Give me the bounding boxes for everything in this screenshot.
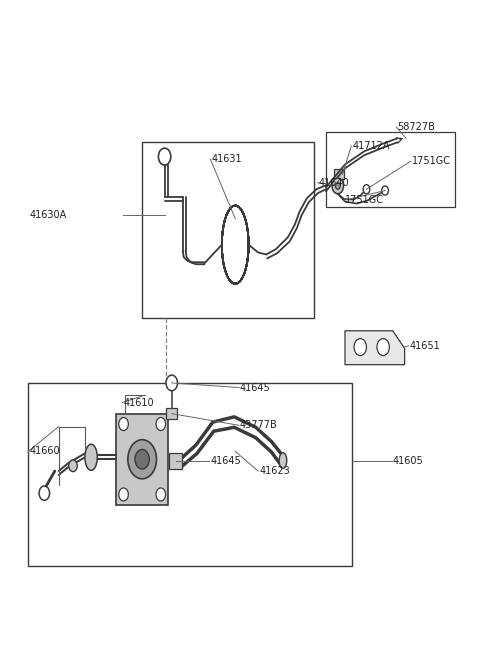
Ellipse shape [85,444,97,470]
Bar [334,169,344,179]
Circle shape [377,339,389,356]
Bar [28,383,352,565]
Bar [169,453,182,469]
Circle shape [39,486,49,500]
Text: 1751GC: 1751GC [345,195,384,205]
Circle shape [382,186,388,195]
Text: 41645: 41645 [210,456,241,466]
Text: 1751GC: 1751GC [412,156,451,166]
Ellipse shape [279,453,287,468]
Text: 41645: 41645 [240,383,271,392]
Text: 58727B: 58727B [397,122,435,132]
Text: 41605: 41605 [393,456,423,466]
Text: 41610: 41610 [123,398,154,407]
Circle shape [135,449,149,469]
Bar [142,141,314,318]
Circle shape [166,375,178,391]
Circle shape [156,488,166,501]
Text: 41630A: 41630A [29,210,66,220]
Text: 41640: 41640 [319,178,349,188]
Text: 41651: 41651 [409,341,440,351]
Text: 41623: 41623 [259,466,290,476]
Circle shape [156,417,166,430]
Circle shape [128,440,156,479]
Circle shape [363,185,370,194]
Bar [326,132,455,207]
Circle shape [332,178,344,194]
Text: 41660: 41660 [29,447,60,457]
Circle shape [119,488,128,501]
Circle shape [69,460,77,472]
Circle shape [119,417,128,430]
Text: 41631: 41631 [211,154,242,164]
Circle shape [354,339,366,356]
Text: 43777B: 43777B [240,421,278,430]
Polygon shape [345,331,405,365]
Text: 41712A: 41712A [352,141,390,151]
Bar [116,413,168,505]
Circle shape [336,183,340,189]
Bar [166,408,178,419]
